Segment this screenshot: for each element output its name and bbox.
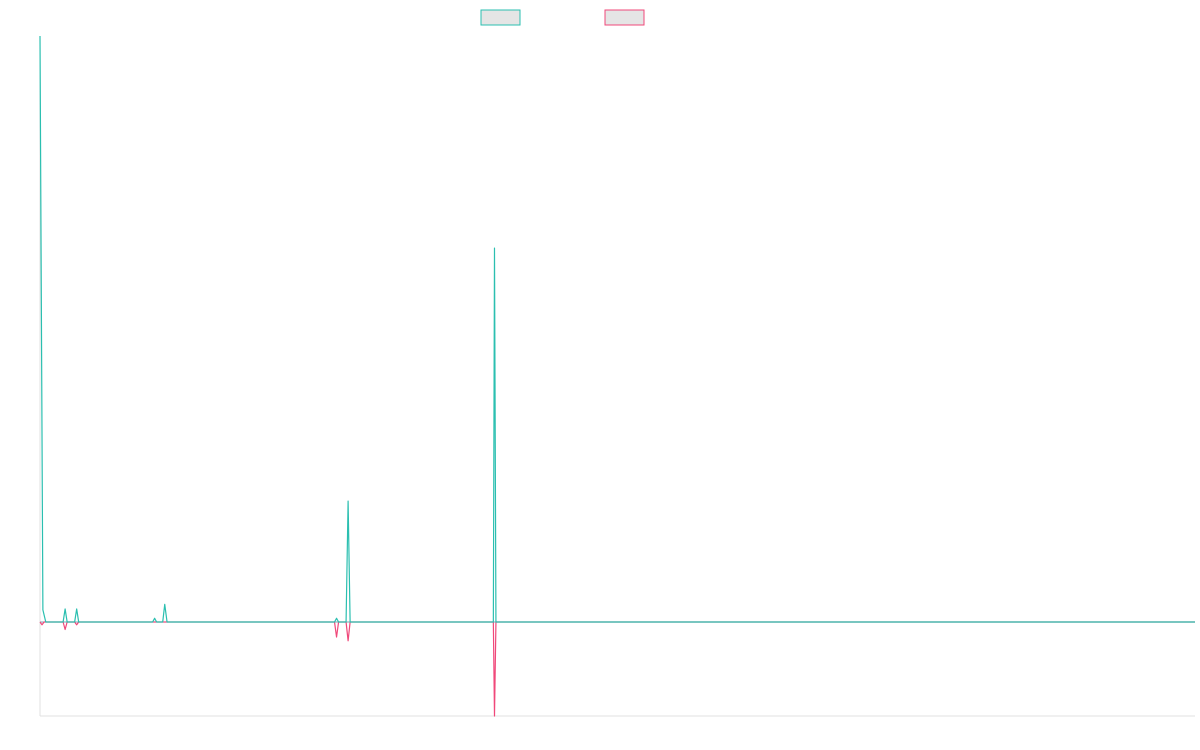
legend-swatch-series-a[interactable] bbox=[480, 9, 521, 26]
legend-swatch-series-b[interactable] bbox=[604, 9, 645, 26]
series-line-a bbox=[39, 35, 1195, 623]
series-line-b bbox=[39, 621, 1195, 717]
legend[interactable] bbox=[480, 9, 645, 26]
series-layer bbox=[39, 35, 1195, 717]
